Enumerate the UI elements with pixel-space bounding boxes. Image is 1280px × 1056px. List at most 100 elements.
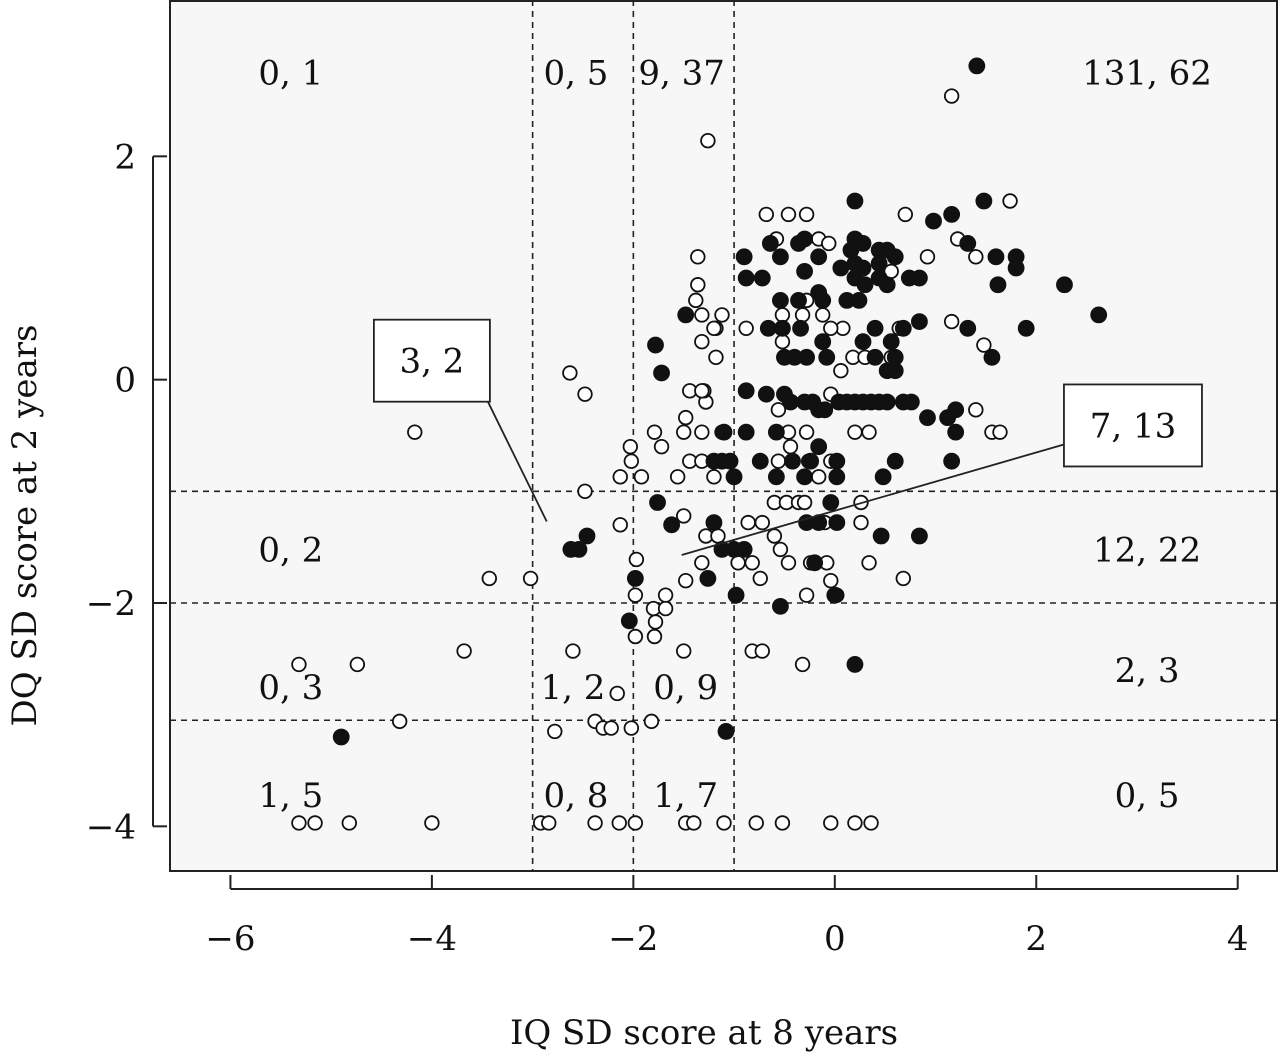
open-data-point bbox=[690, 249, 706, 265]
open-data-point bbox=[770, 453, 787, 469]
open-data-point bbox=[291, 815, 307, 831]
open-data-point bbox=[823, 572, 839, 589]
x-axis: −6 −4 −2 0 2 4 bbox=[205, 875, 1249, 959]
open-data-point bbox=[694, 307, 710, 323]
y-tick-label: −2 bbox=[86, 584, 136, 624]
filled-data-point bbox=[699, 570, 717, 587]
open-data-point bbox=[424, 815, 440, 831]
filled-data-point bbox=[882, 333, 900, 351]
open-data-point bbox=[307, 815, 323, 831]
filled-data-point bbox=[828, 514, 846, 531]
filled-data-point bbox=[735, 541, 753, 558]
open-data-point bbox=[407, 424, 423, 440]
filled-circle-series bbox=[332, 57, 1108, 746]
open-data-point bbox=[643, 713, 660, 730]
filled-data-point bbox=[919, 409, 936, 427]
region-count-label: 0, 3 bbox=[258, 668, 323, 708]
filled-data-point bbox=[822, 494, 840, 511]
filled-data-point bbox=[943, 452, 961, 470]
filled-data-point bbox=[818, 348, 836, 366]
region-count-label: 0, 5 bbox=[1115, 776, 1180, 816]
open-data-point bbox=[481, 570, 498, 587]
filled-data-point bbox=[759, 319, 777, 337]
open-data-point bbox=[1002, 193, 1018, 209]
filled-data-point bbox=[878, 362, 896, 380]
filled-data-point bbox=[838, 291, 856, 309]
open-data-point bbox=[730, 555, 746, 571]
x-tick-label: 0 bbox=[824, 919, 846, 959]
filled-data-point bbox=[767, 423, 785, 441]
open-data-point bbox=[657, 587, 674, 603]
filled-data-point bbox=[854, 235, 872, 252]
open-data-point bbox=[694, 424, 710, 440]
open-data-point bbox=[968, 402, 984, 418]
callout-box bbox=[372, 318, 491, 403]
filled-data-point bbox=[911, 269, 928, 287]
open-data-point bbox=[628, 551, 645, 568]
open-data-point bbox=[646, 424, 663, 440]
filled-data-point bbox=[886, 452, 904, 470]
open-data-point bbox=[794, 307, 811, 323]
x-tick-label: 4 bbox=[1227, 919, 1249, 959]
filled-data-point bbox=[705, 514, 723, 531]
filled-data-point bbox=[846, 656, 864, 673]
open-data-point bbox=[976, 337, 992, 353]
x-axis-title: IQ SD score at 8 years bbox=[510, 1013, 898, 1053]
open-data-point bbox=[708, 349, 724, 366]
filled-data-point bbox=[796, 468, 813, 486]
open-data-point bbox=[706, 320, 722, 337]
filled-data-point bbox=[802, 452, 820, 470]
y-tick-label: 0 bbox=[114, 361, 136, 401]
open-data-point bbox=[770, 402, 787, 418]
region-count-label: 1, 5 bbox=[258, 776, 323, 816]
filled-data-point bbox=[959, 235, 977, 252]
filled-data-point bbox=[796, 230, 813, 248]
filled-data-point bbox=[727, 586, 745, 604]
filled-data-point bbox=[737, 423, 755, 441]
open-data-point bbox=[798, 206, 815, 223]
filled-data-point bbox=[798, 348, 815, 366]
open-data-point bbox=[612, 517, 628, 533]
open-data-point bbox=[714, 307, 730, 323]
open-data-point bbox=[676, 508, 692, 524]
open-data-point bbox=[772, 541, 789, 558]
filled-data-point bbox=[767, 468, 785, 486]
filled-data-point bbox=[886, 248, 904, 266]
filled-data-point bbox=[814, 333, 832, 351]
plot-frame bbox=[169, 0, 1278, 872]
filled-data-point bbox=[772, 248, 789, 266]
filled-data-point bbox=[874, 468, 892, 486]
open-data-point bbox=[690, 277, 706, 293]
open-data-point bbox=[798, 587, 815, 603]
region-count-label: 131, 62 bbox=[1082, 54, 1212, 94]
open-data-point bbox=[861, 555, 877, 571]
open-data-point bbox=[897, 206, 914, 223]
open-data-point bbox=[863, 815, 879, 831]
open-data-point bbox=[541, 815, 557, 831]
region-count-label: 12, 22 bbox=[1093, 530, 1201, 570]
open-data-point bbox=[694, 383, 710, 399]
open-data-point bbox=[754, 643, 770, 659]
filled-data-point bbox=[814, 291, 832, 309]
open-circle-series bbox=[291, 88, 1018, 831]
filled-data-point bbox=[854, 333, 872, 351]
filled-data-point bbox=[1007, 259, 1025, 277]
open-data-point bbox=[823, 815, 839, 831]
open-data-point bbox=[895, 570, 911, 587]
filled-data-point bbox=[810, 438, 828, 456]
open-data-point bbox=[758, 206, 775, 223]
filled-data-point bbox=[1090, 306, 1108, 324]
filled-data-point bbox=[846, 192, 864, 210]
open-data-point bbox=[738, 320, 754, 337]
open-data-point bbox=[565, 643, 581, 659]
filled-data-point bbox=[725, 468, 743, 486]
open-data-point bbox=[623, 720, 640, 736]
open-data-point bbox=[700, 132, 716, 149]
filled-data-point bbox=[989, 276, 1007, 294]
filled-data-point bbox=[828, 452, 846, 470]
filled-data-point bbox=[792, 319, 809, 337]
open-data-point bbox=[678, 409, 694, 426]
filled-data-point bbox=[947, 423, 965, 441]
x-tick-label: −6 bbox=[205, 919, 255, 959]
open-data-point bbox=[676, 424, 692, 440]
